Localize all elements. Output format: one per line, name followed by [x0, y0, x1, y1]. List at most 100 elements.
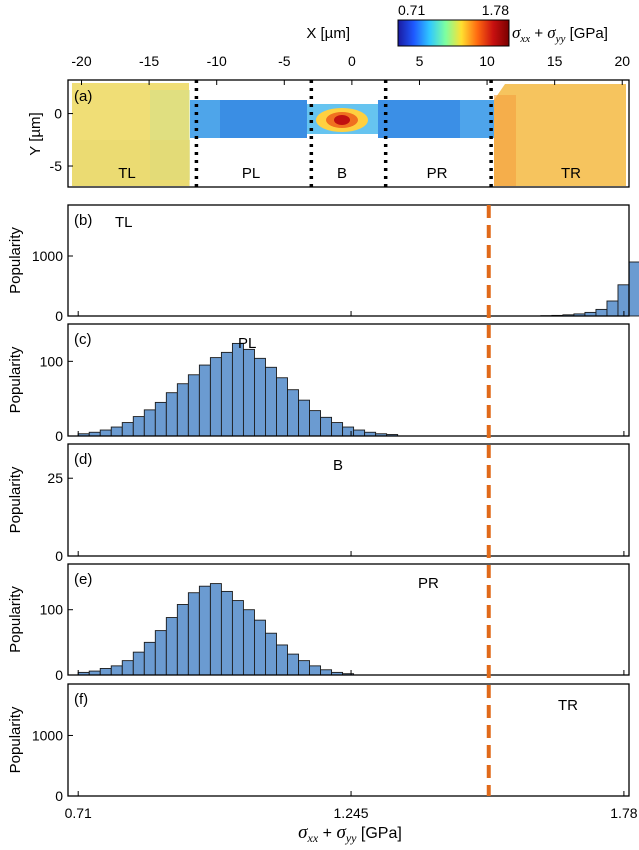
x-top-tick-label: -10 — [207, 53, 227, 69]
x-top-tick-label: 15 — [547, 53, 563, 69]
y-tick-label-e: 100 — [40, 602, 64, 618]
panel-label-d: (d) — [74, 451, 92, 468]
histogram-bar — [154, 401, 167, 437]
histogram-bar — [287, 389, 299, 437]
panel-label-c: (c) — [74, 331, 92, 348]
histogram-bar — [220, 590, 233, 676]
region-label-b: TL — [115, 214, 133, 231]
colorbar-min-label: 0.71 — [398, 2, 425, 18]
y-axis-label-e: Popularity — [7, 586, 24, 653]
histogram-bar — [220, 351, 233, 437]
histogram-bar — [628, 261, 639, 317]
panel-d-histogram: 0 25 Popularity (d) B — [7, 443, 630, 564]
histogram-bar — [331, 422, 344, 437]
x-axis-top-ticks: -20 -15 -10 -5 0 5 10 15 20 — [71, 53, 630, 85]
histogram-bar — [276, 644, 288, 676]
x-top-tick-label: 5 — [416, 53, 424, 69]
histogram-bar — [176, 604, 189, 676]
y-tick-label-a: -5 — [50, 158, 63, 174]
histogram-bar — [242, 348, 255, 437]
x-top-tick-label: 0 — [348, 53, 356, 69]
panel-d-frame — [67, 443, 630, 557]
histogram-bar — [595, 308, 608, 317]
histogram-bar — [187, 592, 200, 676]
colorbar-label: σxx + σyy [GPa] — [512, 23, 608, 45]
histogram-bar — [231, 342, 244, 437]
histogram-bar — [143, 409, 156, 437]
histogram-bar — [209, 583, 222, 676]
y-axis-label-a: Y [µm] — [27, 112, 44, 155]
histogram-bar — [320, 416, 333, 437]
panel-label-b: (b) — [74, 212, 92, 229]
region-label-pr: PR — [427, 165, 448, 182]
histogram-bar — [209, 357, 222, 437]
region-label-e: PR — [418, 575, 439, 592]
panel-e-frame — [67, 563, 630, 676]
histogram-bar — [176, 383, 189, 437]
y-tick-label-d: 0 — [55, 548, 63, 564]
histogram-bar — [287, 653, 299, 676]
y-axis-label-b: Popularity — [7, 227, 24, 294]
x-top-tick-label: -20 — [71, 53, 91, 69]
histogram-bar — [187, 374, 200, 437]
shared-x-tick-label: 1.245 — [334, 805, 369, 821]
histogram-bar — [165, 617, 178, 676]
histogram-bar — [132, 416, 145, 437]
histogram-bar — [265, 366, 277, 437]
histogram-bar — [298, 660, 310, 676]
y-tick-label-c: 100 — [40, 353, 64, 369]
histogram-bar — [143, 641, 156, 676]
colorbar: 0.71 1.78 σxx + σyy [GPa] — [397, 2, 608, 47]
panel-b-frame — [67, 204, 630, 317]
histogram-bar — [254, 619, 266, 676]
y-tick-label-f: 0 — [55, 788, 63, 804]
histogram-bar — [298, 399, 310, 437]
panel-a-heatmap: X [µm] Y [µm] 0.71 1.78 σxx + σyy [GPa] — [27, 2, 630, 188]
y-tick-label-a: 0 — [54, 106, 62, 122]
region-tr — [494, 84, 626, 186]
heatmap-field — [68, 80, 629, 187]
histogram-bar — [606, 300, 619, 317]
region-label-tl: TL — [118, 165, 136, 182]
panel-f-frame — [67, 683, 630, 797]
histogram-bar — [198, 585, 211, 676]
x-top-tick-label: 20 — [614, 53, 630, 69]
region-label-d: B — [333, 457, 343, 474]
y-axis-ticks-a: 0 -5 — [50, 106, 73, 174]
y-tick-label-b: 0 — [55, 308, 63, 324]
panel-e-histogram: 0 100 Popularity (e) PR — [7, 563, 630, 683]
histogram-bar — [342, 426, 355, 437]
panel-b-histogram: 0 1000 Popularity (b) TL — [7, 204, 639, 324]
y-axis-label-d: Popularity — [7, 466, 24, 533]
histogram-bar — [309, 410, 322, 437]
panel-a-frame — [67, 79, 630, 188]
histogram-bar — [154, 630, 167, 676]
histogram-bar — [198, 364, 211, 437]
colorbar-gradient — [397, 19, 510, 47]
histogram-bar — [132, 651, 145, 676]
histogram-bar — [110, 426, 123, 437]
panel-c-histogram: 0 100 Popularity (c) PL — [7, 323, 630, 444]
histogram-bar — [110, 665, 123, 676]
histogram-bar — [320, 669, 333, 676]
x-top-tick-label: -5 — [278, 53, 291, 69]
panel-f-histogram: 0 1000 Popularity (f) TR — [7, 683, 630, 804]
region-label-f: TR — [558, 697, 578, 714]
y-tick-label-d: 25 — [47, 470, 63, 486]
y-axis-label-f: Popularity — [7, 706, 24, 773]
region-label-tr: TR — [561, 165, 581, 182]
shared-x-axis-label: σxx + σyy [GPa] — [298, 822, 402, 845]
histogram-bar — [242, 609, 255, 676]
histogram-bar — [99, 668, 112, 676]
region-boundaries — [194, 80, 493, 187]
histogram-bar — [254, 357, 266, 437]
histogram-bar — [276, 377, 288, 437]
panel-label-f: (f) — [74, 691, 88, 708]
y-tick-label-c: 0 — [55, 428, 63, 444]
shared-x-axis-ticks: 0.71 1.245 1.78 — [65, 805, 638, 821]
histogram-bar — [265, 632, 277, 676]
x-top-tick-label: 10 — [479, 53, 495, 69]
colorbar-max-label: 1.78 — [482, 2, 509, 18]
